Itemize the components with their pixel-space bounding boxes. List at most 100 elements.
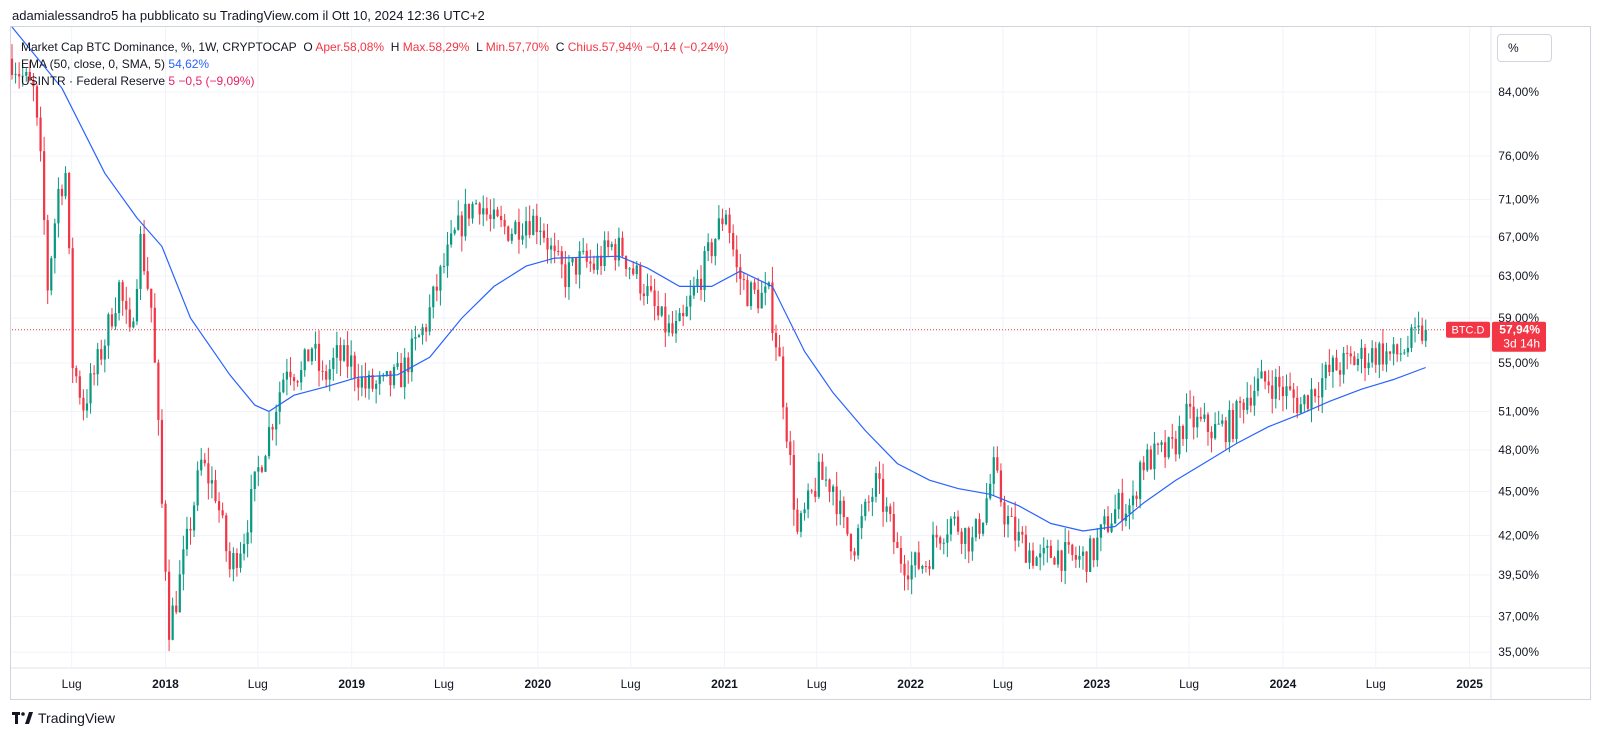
- candle-body: [1110, 523, 1113, 532]
- candle-body: [585, 250, 588, 262]
- candle-body: [353, 355, 356, 379]
- time-tick-label: Lug: [62, 677, 82, 691]
- candle-body: [778, 347, 781, 357]
- legend-ema[interactable]: EMA (50, close, 0, SMA, 5) 54,62%: [21, 56, 209, 72]
- candle: [735, 235, 738, 283]
- candle-body: [1296, 397, 1299, 414]
- candle: [300, 361, 303, 391]
- candle-body: [135, 288, 139, 322]
- candle: [517, 208, 521, 254]
- candle: [1263, 370, 1267, 390]
- candle-body: [649, 286, 653, 291]
- candle-body: [624, 256, 628, 269]
- candle: [1410, 324, 1413, 353]
- candle: [85, 389, 89, 418]
- candle: [196, 461, 199, 512]
- candle: [885, 497, 888, 523]
- candle: [364, 362, 367, 398]
- candle-body: [917, 552, 920, 569]
- percent-scale-button[interactable]: %: [1497, 34, 1552, 62]
- candle: [1328, 349, 1331, 377]
- candle: [171, 597, 174, 641]
- legend-main[interactable]: Market Cap BTC Dominance, %, 1W, CRYPTOC…: [21, 39, 729, 55]
- candle-body: [867, 501, 870, 503]
- candle-body: [57, 188, 60, 224]
- candle-body: [1174, 438, 1177, 455]
- time-tick-label: 2022: [897, 677, 924, 691]
- candle: [992, 446, 995, 496]
- candle-body: [1103, 516, 1106, 525]
- candle-body: [207, 463, 210, 484]
- candle-body: [542, 230, 546, 238]
- candle: [1399, 337, 1402, 362]
- candle: [639, 262, 642, 301]
- candle-body: [642, 293, 646, 297]
- candle: [192, 501, 196, 537]
- candle: [814, 477, 817, 503]
- candle: [803, 502, 806, 521]
- candle-body: [582, 250, 585, 252]
- candle: [524, 206, 528, 249]
- time-tick-label: Lug: [1179, 677, 1199, 691]
- candle: [1103, 509, 1106, 530]
- candle-body: [496, 209, 499, 217]
- candle-body: [242, 544, 246, 554]
- candle: [175, 591, 178, 615]
- candle: [796, 498, 799, 535]
- candle: [1071, 543, 1074, 561]
- candle: [521, 223, 524, 245]
- candle-body: [225, 515, 228, 552]
- candle-body: [903, 563, 906, 576]
- candle-body: [507, 226, 510, 241]
- candle-body: [646, 286, 649, 297]
- footer-brand[interactable]: TradingView: [12, 710, 115, 726]
- candle: [621, 231, 624, 259]
- candle: [978, 513, 981, 540]
- candle-body: [217, 501, 221, 511]
- candle: [164, 500, 167, 581]
- legend-usintr[interactable]: USINTR · Federal Reserve 5 −0,5 (−9,09%): [21, 73, 254, 89]
- candle: [528, 205, 531, 239]
- candle-body: [1210, 431, 1213, 439]
- candle: [1213, 412, 1217, 440]
- candle: [989, 473, 992, 501]
- candle: [407, 352, 410, 384]
- candle-body: [610, 244, 613, 248]
- time-tick-label: 2021: [711, 677, 738, 691]
- candle-body: [50, 258, 53, 291]
- candle: [1385, 342, 1388, 372]
- candle: [1256, 367, 1260, 397]
- candle-body: [271, 427, 274, 430]
- candle: [1235, 399, 1238, 443]
- candle: [410, 329, 413, 382]
- candle: [232, 547, 235, 582]
- candle-body: [71, 248, 74, 369]
- candle: [1281, 375, 1285, 412]
- candle-body: [1035, 557, 1038, 566]
- candle-body: [132, 321, 135, 328]
- candle-body: [989, 483, 992, 499]
- candle-body: [674, 321, 678, 334]
- candle: [931, 521, 935, 570]
- candle: [1106, 506, 1110, 534]
- candle: [846, 517, 849, 537]
- candle: [496, 206, 499, 218]
- legend-ema-value: 54,62%: [168, 57, 210, 71]
- candle: [1424, 319, 1427, 347]
- candle: [82, 389, 85, 421]
- candle: [260, 465, 264, 474]
- candle-body: [807, 490, 810, 510]
- candle: [510, 228, 513, 244]
- candle: [117, 279, 121, 321]
- candle: [903, 555, 906, 591]
- candle-body: [571, 258, 574, 263]
- candle-body: [871, 496, 874, 502]
- candle: [981, 522, 985, 537]
- candle-body: [614, 244, 617, 261]
- candle-body: [296, 381, 299, 383]
- candle-body: [517, 221, 521, 240]
- legend-c-label: C: [555, 40, 565, 54]
- time-tick-label: Lug: [434, 677, 454, 691]
- candle: [935, 525, 938, 548]
